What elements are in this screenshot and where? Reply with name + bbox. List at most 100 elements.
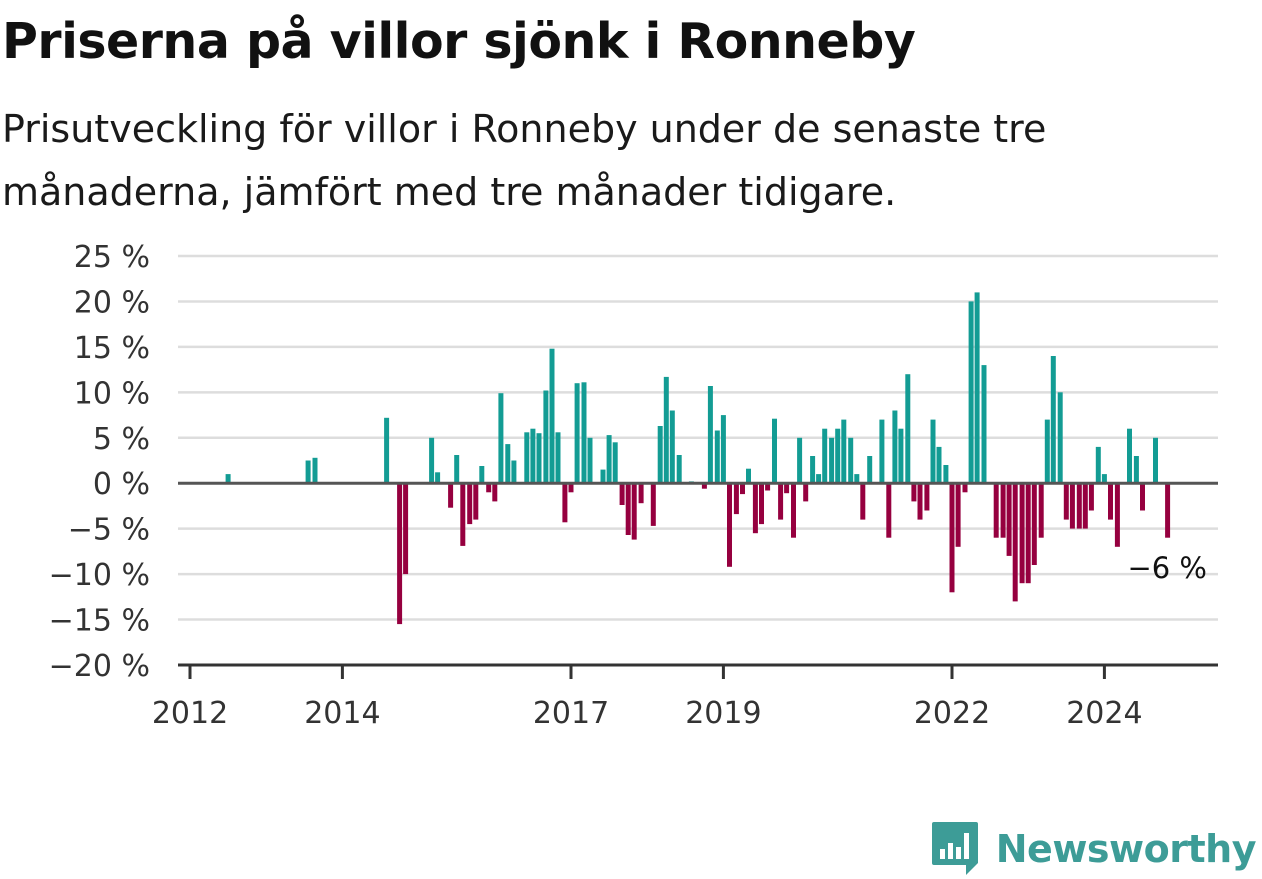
bar <box>429 437 435 484</box>
x-tick-label: 2024 <box>1066 696 1142 731</box>
bar <box>924 483 930 511</box>
bar <box>765 483 771 491</box>
bar <box>1165 483 1171 538</box>
bar <box>1076 483 1082 529</box>
bar <box>486 483 492 493</box>
bar <box>524 432 530 484</box>
y-tick-label: 5 % <box>93 422 150 457</box>
bar <box>810 456 816 484</box>
bar <box>772 418 777 484</box>
bar <box>733 483 739 515</box>
bar <box>905 374 911 484</box>
bar <box>581 382 587 484</box>
bar <box>968 301 974 484</box>
x-tick-label: 2022 <box>914 696 990 731</box>
bar <box>1153 437 1158 484</box>
bar <box>797 437 803 484</box>
y-tick-label: 25 % <box>74 240 150 275</box>
bar <box>435 472 441 484</box>
bar <box>917 483 923 520</box>
bar <box>448 483 454 508</box>
bar <box>467 483 473 525</box>
bar <box>727 483 732 567</box>
y-tick-label: −10 % <box>49 558 150 593</box>
bar <box>943 465 949 484</box>
bar <box>740 483 745 495</box>
bar <box>1038 483 1044 538</box>
bar <box>1057 392 1063 484</box>
bar <box>492 483 498 502</box>
bar <box>778 483 784 520</box>
chart-subtitle: Prisutveckling för villor i Ronneby unde… <box>2 107 1047 214</box>
bar <box>460 483 466 546</box>
bar <box>631 483 637 540</box>
y-tick-label: 10 % <box>74 376 150 411</box>
x-axis-ticks: 2012 2014 2017 2019 2022 2024 <box>152 665 1143 731</box>
bar <box>562 483 568 523</box>
bar <box>949 483 955 593</box>
bar <box>1063 483 1069 520</box>
y-tick-label: −15 % <box>49 604 150 639</box>
bar <box>1082 483 1088 529</box>
bar <box>1050 356 1056 484</box>
y-tick-label: 15 % <box>74 331 150 366</box>
bar <box>816 474 822 484</box>
x-tick-label: 2012 <box>152 696 228 731</box>
bar <box>848 437 854 484</box>
bar <box>936 446 942 484</box>
bar <box>854 474 860 484</box>
bar <box>1019 483 1025 584</box>
bar <box>543 390 549 484</box>
bar <box>587 437 593 484</box>
bar <box>752 483 758 534</box>
bars <box>225 292 1171 625</box>
bar <box>225 474 231 484</box>
bar <box>930 419 936 484</box>
brand-logo: Newsworthy <box>930 819 1257 879</box>
bar <box>981 365 987 484</box>
bar <box>879 419 885 484</box>
bar <box>1108 483 1113 520</box>
y-tick-label: 20 % <box>74 285 150 320</box>
bar <box>759 483 764 525</box>
bar <box>1044 419 1050 484</box>
bar <box>974 292 980 484</box>
brand-name: Newsworthy <box>995 827 1257 871</box>
bar <box>312 457 318 484</box>
bar <box>511 460 517 484</box>
bar <box>892 410 898 484</box>
bar <box>746 468 751 484</box>
bar <box>1133 456 1139 484</box>
bar <box>619 483 625 505</box>
bar <box>574 383 580 484</box>
x-tick-label: 2014 <box>304 696 380 731</box>
bar <box>600 469 606 484</box>
bar <box>625 483 631 535</box>
bar <box>1006 483 1012 556</box>
bar <box>886 483 892 538</box>
bar <box>962 483 968 493</box>
bar <box>1140 483 1145 511</box>
bar <box>657 426 663 484</box>
bar <box>555 432 561 484</box>
bar <box>1088 483 1094 511</box>
bar <box>822 428 828 484</box>
latest-value-annotation: −6 % <box>1127 551 1207 585</box>
bar <box>701 483 707 489</box>
bar <box>791 483 796 538</box>
bar <box>955 483 961 547</box>
bar <box>663 376 669 484</box>
bar <box>860 483 866 520</box>
y-axis-tick-labels: 25 % 20 % 15 % 10 % 5 % 0 % −5 % −10 % −15 % −20 … <box>49 240 150 684</box>
bar <box>1127 428 1132 484</box>
bar <box>1012 483 1018 602</box>
bar <box>993 483 999 538</box>
y-tick-label: 0 % <box>93 467 150 502</box>
bar <box>676 455 682 484</box>
bar <box>505 444 511 484</box>
bar <box>707 386 713 484</box>
bar <box>650 483 656 526</box>
bar <box>498 393 504 484</box>
bar <box>1000 483 1006 538</box>
bar <box>612 442 618 484</box>
